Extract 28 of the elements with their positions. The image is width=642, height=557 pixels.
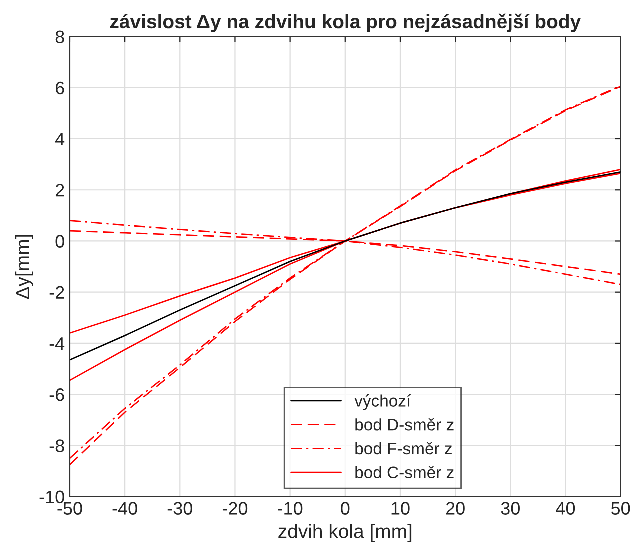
- y-tick-label: 0: [56, 235, 64, 248]
- y-tick-label: 4: [55, 133, 65, 146]
- y-axis-title: Δy[mm]: [15, 235, 34, 300]
- x-tick-label: -20: [222, 502, 248, 515]
- x-tick-label: 50: [611, 502, 630, 515]
- x-tick-label: -10: [278, 502, 303, 515]
- legend-label: bod F-směr z: [356, 442, 452, 455]
- x-tick-label: 10: [392, 502, 410, 515]
- y-tick-label: -2: [50, 286, 64, 299]
- y-tick-label: 2: [56, 184, 64, 197]
- chart-title: závislost Δy na zdvihu kola pro nejzásadnější body: [110, 14, 582, 32]
- x-tick-label: -50: [58, 502, 82, 515]
- x-tick-label: 40: [556, 502, 576, 515]
- y-tick-label: 6: [56, 82, 64, 95]
- y-tick-label: 8: [56, 30, 64, 44]
- x-tick-label: -40: [112, 502, 138, 515]
- legend-label: bod C-směr z: [356, 466, 454, 479]
- legend-label: bod D-směr z: [356, 418, 454, 431]
- x-tick-label: 30: [501, 502, 520, 515]
- y-tick-label: -8: [50, 440, 64, 452]
- x-tick-label: 0: [341, 502, 350, 515]
- y-tick-label: -6: [50, 388, 64, 402]
- x-axis-title: zdvih kola [mm]: [278, 524, 412, 542]
- legend-label: výchozí: [354, 394, 412, 410]
- y-tick-label: -10: [40, 490, 64, 504]
- x-tick-label: -30: [168, 502, 192, 515]
- y-tick-label: -4: [50, 338, 65, 350]
- x-tick-label: 20: [446, 502, 465, 515]
